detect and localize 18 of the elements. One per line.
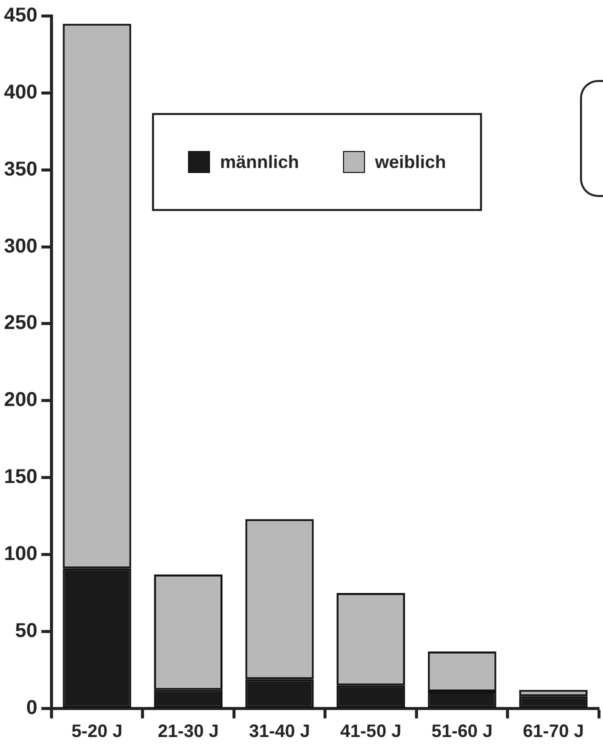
y-tick-label: 150	[4, 466, 38, 488]
x-tick-label: 61-70 J	[522, 721, 584, 742]
x-tick-label: 51-60 J	[432, 721, 493, 742]
y-tick-label: 300	[4, 235, 38, 258]
y-tick-label: 350	[4, 158, 38, 180]
y-tick-label: 450	[4, 4, 38, 27]
y-tick-label: 0	[26, 696, 38, 719]
x-tick-label: 21-30 J	[158, 721, 219, 742]
y-tick-label: 100	[4, 543, 38, 566]
x-tick-label: 41-50 J	[340, 721, 402, 742]
legend-label: weiblich	[374, 152, 446, 172]
x-tick-label: 5-20 J	[71, 721, 123, 742]
x-tick-label: 31-40 J	[249, 721, 310, 742]
legend-label: männlich	[220, 152, 299, 172]
y-tick-label: 200	[4, 389, 38, 412]
y-tick-label: 250	[4, 312, 38, 334]
y-tick-label: 50	[15, 620, 38, 642]
y-tick-label: 400	[4, 81, 38, 104]
